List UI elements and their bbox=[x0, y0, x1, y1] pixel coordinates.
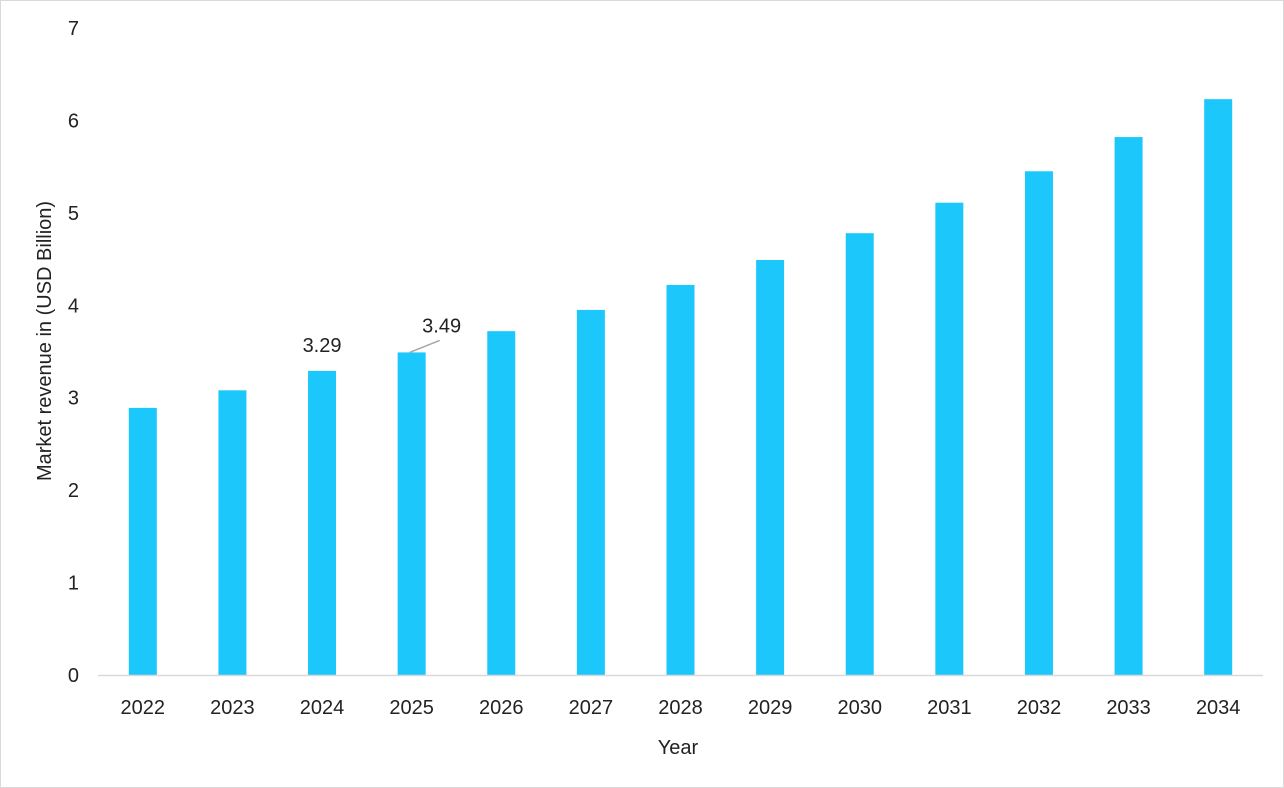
bar-2024 bbox=[308, 370, 337, 675]
x-tick-label: 2026 bbox=[479, 697, 524, 719]
bar-2031 bbox=[935, 202, 964, 675]
x-tick-label: 2032 bbox=[1017, 697, 1062, 719]
bar-2034 bbox=[1204, 99, 1233, 676]
bar-2025 bbox=[397, 352, 426, 675]
x-tick-label: 2034 bbox=[1196, 697, 1241, 719]
bar-2033 bbox=[1114, 137, 1143, 675]
x-tick-label: 2030 bbox=[837, 697, 882, 719]
bar-2029 bbox=[756, 259, 785, 675]
data-label: 3.49 bbox=[422, 315, 461, 337]
x-tick-label: 2025 bbox=[389, 697, 434, 719]
y-tick-label: 2 bbox=[68, 480, 79, 502]
y-tick-label: 7 bbox=[68, 18, 79, 40]
data-label-leader-line bbox=[409, 339, 440, 354]
y-tick-label: 5 bbox=[68, 203, 79, 225]
y-tick-label: 0 bbox=[68, 665, 79, 687]
x-tick-label: 2024 bbox=[300, 697, 345, 719]
bar-2030 bbox=[845, 233, 874, 676]
x-tick-label: 2029 bbox=[748, 697, 793, 719]
bar-2023 bbox=[218, 390, 247, 675]
x-tick-label: 2027 bbox=[569, 697, 614, 719]
bar-2032 bbox=[1024, 171, 1053, 675]
x-tick-label: 2022 bbox=[121, 697, 166, 719]
x-tick-label: 2028 bbox=[658, 697, 703, 719]
x-tick-label: 2023 bbox=[210, 697, 255, 719]
bar-2026 bbox=[487, 331, 516, 675]
y-axis-title: Market revenue in (USD Billion) bbox=[34, 201, 56, 481]
y-tick-label: 6 bbox=[68, 110, 79, 132]
data-label: 3.29 bbox=[303, 335, 342, 357]
bar-2022 bbox=[128, 407, 157, 675]
y-tick-label: 4 bbox=[68, 295, 79, 317]
y-tick-label: 1 bbox=[68, 573, 79, 595]
x-axis-title: Year bbox=[658, 737, 699, 759]
x-tick-label: 2033 bbox=[1106, 697, 1151, 719]
y-tick-label: 3 bbox=[68, 388, 79, 410]
bar-2027 bbox=[576, 309, 605, 675]
bar-2028 bbox=[666, 284, 695, 675]
x-tick-label: 2031 bbox=[927, 697, 972, 719]
